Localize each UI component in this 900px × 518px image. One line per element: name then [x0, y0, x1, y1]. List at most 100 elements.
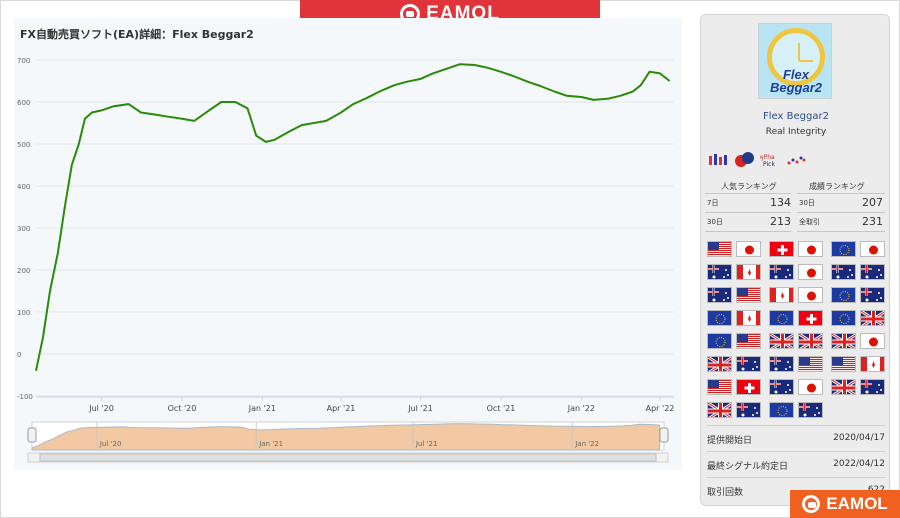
uk-flag-icon[interactable]	[831, 379, 856, 395]
start-date-value: 2020/04/17	[833, 433, 885, 443]
x-tick-label: Jan '22	[567, 404, 595, 413]
canada-flag-icon[interactable]	[860, 356, 885, 372]
uk-flag-icon[interactable]	[798, 333, 823, 349]
australia-flag-icon[interactable]	[736, 356, 761, 372]
australia-flag-icon[interactable]	[707, 287, 732, 303]
australia-flag-icon[interactable]	[860, 379, 885, 395]
australia-flag-icon[interactable]	[860, 287, 885, 303]
navigator-scrollbar-thumb	[39, 453, 657, 462]
logo-text-line2: Beggar2	[769, 80, 823, 95]
uk-flag-icon[interactable]	[707, 356, 732, 372]
us-flag-icon[interactable]	[707, 379, 732, 395]
navigator-area	[31, 423, 661, 451]
eu-flag-icon[interactable]	[769, 402, 794, 418]
australia-flag-icon[interactable]	[769, 379, 794, 395]
eu-flag-icon[interactable]	[831, 241, 856, 257]
x-tick-label: Jul '21	[407, 404, 433, 413]
japan-flag-icon[interactable]	[798, 287, 823, 303]
y-tick-label: 200	[17, 267, 30, 275]
scatter-icon	[787, 156, 806, 165]
perf-30-value: 207	[862, 196, 883, 209]
pop-7-label: 7日	[707, 199, 719, 207]
x-tick-label: Jan '21	[248, 404, 276, 413]
uk-flag-icon[interactable]	[860, 310, 885, 326]
eu-flag-icon[interactable]	[831, 287, 856, 303]
bottom-banner[interactable]: EAMOL	[790, 490, 900, 518]
us-flag-icon[interactable]	[736, 333, 761, 349]
navigator-handle	[659, 427, 669, 443]
ea-logo[interactable]: Flex Beggar2	[758, 23, 832, 99]
y-tick-label: 500	[17, 141, 30, 149]
divider	[797, 231, 885, 232]
navigator-tick-label: Jan '22	[574, 440, 599, 448]
y-tick-label: 100	[17, 309, 30, 317]
svg-text:Pick: Pick	[763, 161, 775, 168]
divider	[705, 193, 791, 194]
uk-flag-icon[interactable]	[831, 333, 856, 349]
us-flag-icon[interactable]	[736, 287, 761, 303]
japan-flag-icon[interactable]	[860, 241, 885, 257]
japan-flag-icon[interactable]	[736, 241, 761, 257]
pop-30-value: 213	[770, 215, 791, 228]
swiss-flag-icon[interactable]	[736, 379, 761, 395]
feature-icons: ӄPha Pick	[707, 151, 807, 169]
swiss-flag-icon[interactable]	[769, 241, 794, 257]
us-flag-icon[interactable]	[798, 356, 823, 372]
eu-flag-icon[interactable]	[707, 310, 732, 326]
uk-flag-icon[interactable]	[769, 333, 794, 349]
australia-flag-icon[interactable]	[769, 356, 794, 372]
y-tick-label: 700	[17, 57, 30, 65]
x-tick-label: Jul '20	[88, 404, 114, 413]
australia-flag-icon[interactable]	[736, 402, 761, 418]
y-tick-label: 300	[17, 225, 30, 233]
brand-text: EAMOL	[826, 494, 888, 513]
logo-text-line1: Flex	[782, 67, 809, 82]
japan-flag-icon[interactable]	[798, 264, 823, 280]
eu-flag-icon[interactable]	[769, 310, 794, 326]
eu-flag-icon[interactable]	[707, 333, 732, 349]
canada-flag-icon[interactable]	[736, 310, 761, 326]
pop-30-label: 30日	[707, 218, 723, 226]
equity-series-line	[35, 63, 671, 372]
navigator-tick-label: Jan '21	[258, 440, 283, 448]
navigator-tick-label: Jul '21	[415, 440, 438, 448]
canada-flag-icon[interactable]	[769, 287, 794, 303]
ea-author: Real Integrity	[765, 127, 827, 137]
clock-icon	[767, 28, 825, 86]
info-last-signal: 最終シグナル約定日 2022/04/12	[707, 451, 885, 475]
last-signal-label: 最終シグナル約定日	[707, 462, 789, 472]
navigator-tick-label: Jul '20	[99, 440, 122, 448]
australia-flag-icon[interactable]	[769, 264, 794, 280]
divider	[797, 193, 885, 194]
start-date-label: 提供開始日	[707, 436, 753, 446]
us-flag-icon[interactable]	[707, 241, 732, 257]
japan-flag-icon[interactable]	[798, 241, 823, 257]
australia-flag-icon[interactable]	[707, 264, 732, 280]
australia-flag-icon[interactable]	[860, 264, 885, 280]
trade-count-label: 取引回数	[707, 488, 744, 498]
x-tick-label: Apr '21	[327, 404, 356, 413]
svg-text:ӄPha: ӄPha	[760, 154, 775, 161]
y-tick-label: 600	[17, 99, 30, 107]
australia-flag-icon[interactable]	[831, 264, 856, 280]
japan-flag-icon[interactable]	[860, 333, 885, 349]
perf-all-label: 全取引	[799, 218, 820, 226]
uk-flag-icon[interactable]	[707, 402, 732, 418]
canada-flag-icon[interactable]	[736, 264, 761, 280]
chat-icon	[735, 152, 754, 167]
candlestick-icon	[709, 154, 727, 165]
australia-flag-icon[interactable]	[798, 402, 823, 418]
ea-name-link[interactable]: Flex Beggar2	[763, 111, 829, 122]
eu-flag-icon[interactable]	[831, 310, 856, 326]
info-start-date: 提供開始日 2020/04/17	[707, 425, 885, 449]
navigator-handle	[27, 427, 37, 443]
alpha-icon: ӄPha Pick	[760, 154, 775, 168]
y-tick-label: 400	[17, 183, 30, 191]
divider	[705, 212, 791, 213]
x-tick-label: Oct '21	[487, 404, 516, 413]
japan-flag-icon[interactable]	[798, 379, 823, 395]
us-flag-icon[interactable]	[831, 356, 856, 372]
eamol-logo-icon	[802, 495, 821, 513]
divider	[797, 212, 885, 213]
swiss-flag-icon[interactable]	[798, 310, 823, 326]
